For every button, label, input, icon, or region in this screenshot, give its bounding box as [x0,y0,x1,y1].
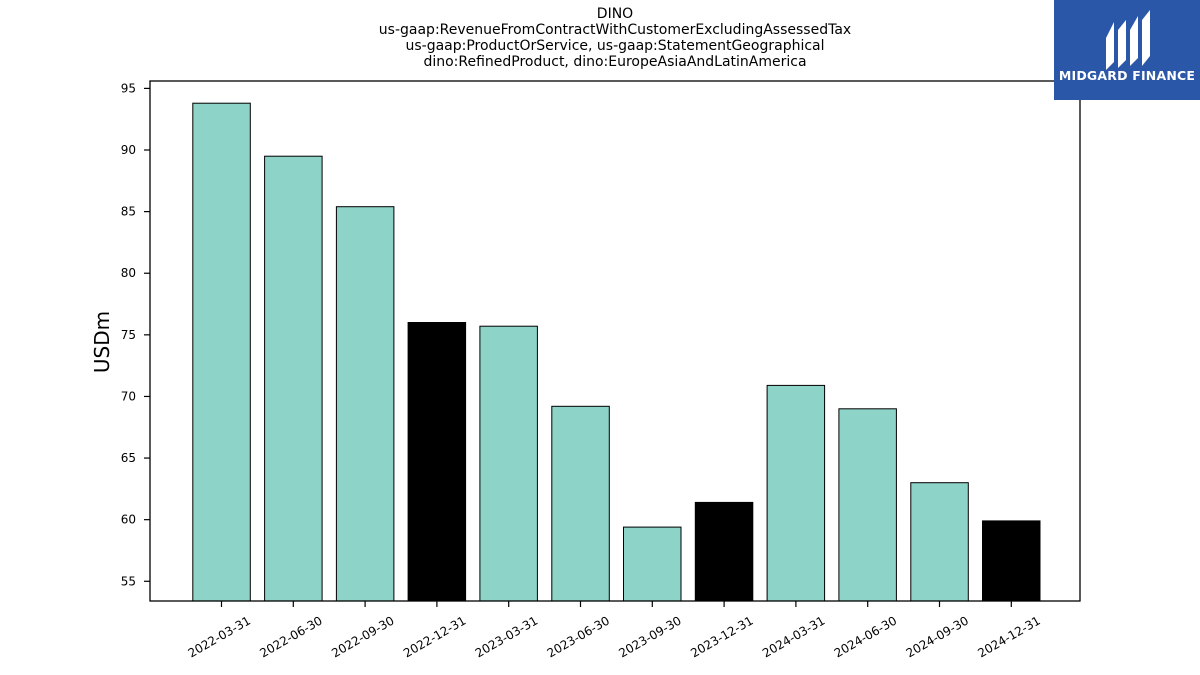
bar-2024-03-31 [766,384,826,602]
y-tick-label: 55 [121,574,136,588]
x-tick-label: 2023-09-30 [616,613,683,660]
x-tick-label: 2022-03-31 [186,613,253,660]
x-tick-label: 2022-09-30 [329,613,396,660]
bar-2023-06-30 [551,405,610,602]
bar-2022-09-30 [335,206,395,602]
x-tick-label: 2024-09-30 [904,613,971,660]
y-axis-label: USDm [90,311,114,373]
x-tick-label: 2022-06-30 [257,613,324,660]
logo-mark-icon [1106,10,1150,70]
y-tick-label: 60 [121,513,136,527]
bar-2024-06-30 [838,408,897,602]
chart-title-line-3: us-gaap:ProductOrService, us-gaap:Statem… [405,38,825,54]
chart-title-line-1: DINO [596,6,634,22]
y-tick-label: 90 [121,143,136,157]
logo-text: MIDGARD FINANCE [1058,68,1196,83]
x-tick-label: 2024-03-31 [760,613,827,660]
bar-2023-03-31 [479,325,538,602]
bar-2022-06-30 [264,155,323,602]
x-tick-label: 2023-03-31 [473,613,540,660]
chart-title: DINO us-gaap:RevenueFromContractWithCust… [150,6,1080,70]
chart-title-line-4: dino:RefinedProduct, dino:EuropeAsiaAndL… [423,54,807,70]
chart-title-line-2: us-gaap:RevenueFromContractWithCustomerE… [378,22,852,38]
plot-frame [149,80,1081,602]
bar-2022-03-31 [192,102,251,602]
bar-2024-12-31 [982,520,1041,602]
bar-2023-12-31 [694,501,754,602]
bar-2022-12-31 [407,322,467,602]
y-tick-label: 70 [121,389,136,403]
midgard-finance-logo: MIDGARD FINANCE [1054,0,1200,100]
y-tick-label: 95 [121,81,136,95]
x-tick-label: 2023-12-31 [688,613,755,660]
x-tick-label: 2022-12-31 [401,613,468,660]
x-tick-label: 2023-06-30 [545,613,612,660]
y-tick-label: 65 [121,451,136,465]
x-tick-label: 2024-12-31 [975,613,1042,660]
x-tick-label: 2024-06-30 [832,613,899,660]
bar-2024-09-30 [910,482,969,602]
y-tick-label: 85 [121,205,136,219]
y-tick-label: 75 [121,328,136,342]
y-tick-label: 80 [121,266,136,280]
bar-2023-09-30 [623,526,682,602]
